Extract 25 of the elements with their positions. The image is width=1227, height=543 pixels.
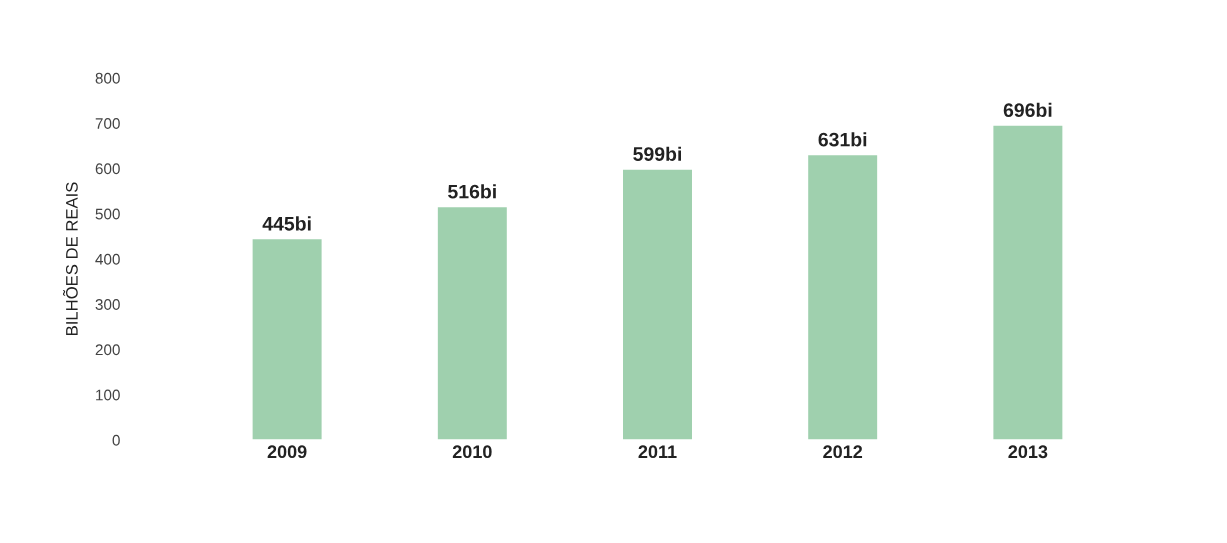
y-tick-label: 200: [95, 344, 120, 356]
y-axis-title: BILHÕES DE REAIS: [62, 182, 78, 335]
x-tick-label: 2011: [638, 445, 677, 459]
y-tick-label: 600: [95, 163, 120, 175]
x-tick-label: 2009: [267, 445, 307, 459]
data-label: 445bi: [262, 216, 311, 231]
x-tick-label: 2012: [823, 445, 863, 459]
y-tick-label: 400: [95, 253, 120, 265]
y-tick-label: 800: [95, 72, 120, 84]
data-label: 516bi: [448, 184, 496, 199]
x-tick-label: 2013: [1008, 445, 1048, 459]
y-tick-label: 0: [112, 434, 120, 446]
x-tick-label: 2010: [452, 445, 492, 459]
y-tick-label: 700: [95, 118, 120, 129]
bar: [621, 168, 694, 440]
bar: [251, 237, 323, 440]
y-tick-label: 300: [95, 299, 120, 310]
bar: [436, 205, 509, 440]
data-label: 631bi: [818, 132, 867, 147]
bar: [992, 124, 1064, 440]
data-label: 696bi: [1003, 102, 1052, 118]
data-label: 599bi: [633, 146, 681, 161]
bar: [806, 153, 879, 440]
y-tick-label: 100: [96, 389, 120, 401]
y-tick-label: 500: [95, 208, 120, 220]
